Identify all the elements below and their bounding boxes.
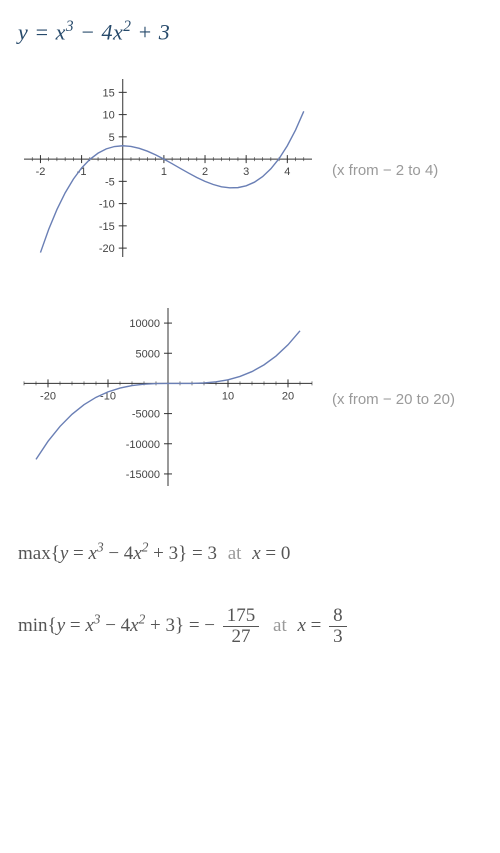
svg-text:-2: -2 bbox=[36, 166, 46, 178]
svg-text:-15: -15 bbox=[99, 221, 115, 233]
svg-text:-10000: -10000 bbox=[126, 439, 160, 451]
svg-text:10: 10 bbox=[222, 391, 234, 403]
svg-text:-20: -20 bbox=[99, 243, 115, 255]
svg-text:3: 3 bbox=[243, 166, 249, 178]
chart2-caption: (x from − 20 to 20) bbox=[332, 391, 455, 408]
min-result: min{y = x3 − 4x2 + 3} = − 17527 at x = 8… bbox=[18, 603, 482, 649]
svg-text:10: 10 bbox=[102, 110, 114, 122]
svg-text:-15000: -15000 bbox=[126, 469, 160, 481]
svg-text:-5000: -5000 bbox=[132, 409, 160, 421]
chart2: -20-101020100005000-5000-10000-15000 bbox=[18, 302, 318, 497]
svg-text:15: 15 bbox=[102, 88, 114, 100]
page-equation: y = x3 − 4x2 + 3 bbox=[18, 18, 482, 45]
chart1: -2-1123415105-5-10-15-20 bbox=[18, 73, 318, 268]
svg-text:-10: -10 bbox=[99, 199, 115, 211]
svg-text:1: 1 bbox=[161, 166, 167, 178]
svg-text:20: 20 bbox=[282, 391, 294, 403]
svg-text:5000: 5000 bbox=[136, 349, 160, 361]
svg-text:-5: -5 bbox=[105, 177, 115, 189]
chart2-row: -20-101020100005000-5000-10000-15000 (x … bbox=[18, 302, 482, 497]
svg-text:-20: -20 bbox=[40, 391, 56, 403]
svg-text:10000: 10000 bbox=[129, 318, 160, 330]
svg-text:2: 2 bbox=[202, 166, 208, 178]
chart1-row: -2-1123415105-5-10-15-20 (x from − 2 to … bbox=[18, 73, 482, 268]
chart1-caption: (x from − 2 to 4) bbox=[332, 162, 438, 179]
max-result: max{y = x3 − 4x2 + 3} = 3 at x = 0 bbox=[18, 531, 482, 577]
svg-text:4: 4 bbox=[284, 166, 290, 178]
svg-text:5: 5 bbox=[109, 132, 115, 144]
